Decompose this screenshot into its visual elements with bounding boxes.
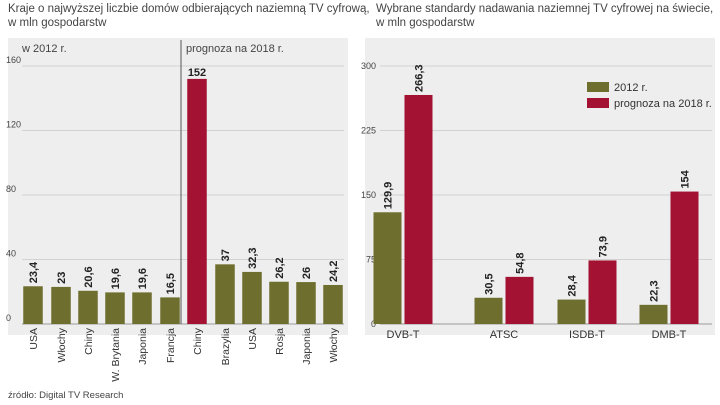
right-bar-value-label: 266,3 <box>414 64 426 92</box>
legend-label-2012: 2012 r. <box>614 82 648 94</box>
right-y-tick-label: 150 <box>361 190 376 200</box>
right-bar-value-label: 73,9 <box>598 236 610 257</box>
left-category-label: Rosja <box>274 328 286 355</box>
right-bar <box>588 260 617 324</box>
right-bar <box>373 212 402 324</box>
legend-swatch-2018 <box>587 98 609 108</box>
left-bar <box>132 292 152 324</box>
left-category-label: Włochy <box>56 327 68 362</box>
left-bar <box>160 297 180 324</box>
left-bar <box>215 264 235 324</box>
right-bar-value-label: 22,3 <box>649 280 661 301</box>
right-category-label: DMB-T <box>652 329 687 341</box>
left-chart-title-line-2: w mln gospodarstw <box>8 17 107 29</box>
left-category-label: Japonia <box>137 328 149 365</box>
legend-label-2018: prognoza na 2018 r. <box>614 98 712 110</box>
left-category-label: Włochy <box>328 327 340 362</box>
left-chart-title-line-1: Kraje o najwyższej liczbie domów odbiera… <box>8 3 370 15</box>
left-bar-value-label: 19,6 <box>110 268 122 289</box>
left-bar-value-label: 26,2 <box>274 257 286 278</box>
left-bar-value-label: 152 <box>188 67 206 79</box>
right-bar <box>505 276 534 324</box>
left-bar <box>187 78 207 325</box>
right-chart-title-line-1: Wybrane standardy nadawania naziemnej TV… <box>376 3 714 15</box>
left-y-tick-label: 0 <box>6 313 11 323</box>
left-bar-value-label: 32,3 <box>247 247 259 268</box>
right-y-tick-label: 0 <box>371 319 376 329</box>
left-bar-value-label: 16,5 <box>165 273 177 294</box>
source-note: źródło: Digital TV Research <box>8 390 124 401</box>
right-bar-value-label: 28,4 <box>567 274 579 296</box>
left-bar-value-label: 23 <box>56 272 68 284</box>
left-category-label: Chiny <box>192 327 204 355</box>
left-category-label: Japonia <box>301 328 313 365</box>
left-y-tick-label: 80 <box>6 184 16 194</box>
left-bar-value-label: 26 <box>301 267 313 279</box>
left-bar <box>296 282 316 324</box>
left-category-label: USA <box>247 328 259 350</box>
left-bar-value-label: 23,4 <box>28 261 40 283</box>
right-bar <box>404 94 433 325</box>
right-bar <box>474 297 503 324</box>
left-category-label: W. Brytania <box>110 328 122 382</box>
right-chart-title-line-2: w mln gospodarstw <box>376 17 475 29</box>
section-label-2018: prognoza na 2018 r. <box>186 43 284 55</box>
right-bar-value-label: 30,5 <box>484 273 496 294</box>
left-bar-value-label: 37 <box>220 249 232 261</box>
right-chart-title: Wybrane standardy nadawania naziemnej TV… <box>376 2 713 30</box>
right-category-label: DVB-T <box>387 329 420 341</box>
left-bar <box>242 271 262 324</box>
left-chart-background <box>8 38 348 335</box>
left-bar-value-label: 19,6 <box>137 268 149 289</box>
left-bar <box>78 290 98 324</box>
legend-item-2012: 2012 r. <box>587 82 648 94</box>
right-category-label: ISDB-T <box>569 329 605 341</box>
right-y-tick-label: 225 <box>361 126 376 136</box>
right-category-label: ATSC <box>490 329 519 341</box>
right-bar <box>670 191 699 324</box>
left-bar-value-label: 20,6 <box>83 266 95 287</box>
left-category-label: Francja <box>165 328 177 363</box>
left-bar <box>23 286 43 324</box>
left-bar <box>51 286 71 324</box>
left-category-label: USA <box>28 328 40 350</box>
right-bar-value-label: 129,9 <box>383 182 395 210</box>
left-y-tick-label: 160 <box>6 55 21 65</box>
right-bar-value-label: 154 <box>680 169 692 188</box>
left-bar-value-label: 24,2 <box>328 261 340 282</box>
left-chart-title: Kraje o najwyższej liczbie domów odbiera… <box>8 2 370 30</box>
left-bar <box>323 284 343 324</box>
right-y-tick-label: 75 <box>366 255 376 265</box>
right-bar-value-label: 54,8 <box>515 252 527 273</box>
left-category-label: Brazylia <box>220 328 232 366</box>
left-bar <box>105 292 125 324</box>
left-y-tick-label: 40 <box>6 249 16 259</box>
section-label-2012: w 2012 r. <box>22 43 67 55</box>
right-bar <box>639 304 668 324</box>
legend-item-2018: prognoza na 2018 r. <box>587 98 712 110</box>
left-y-tick-label: 120 <box>6 120 21 130</box>
right-bar <box>557 299 586 324</box>
legend-swatch-2012 <box>587 82 609 92</box>
left-bar <box>269 281 289 324</box>
right-y-tick-label: 300 <box>361 61 376 71</box>
left-category-label: Chiny <box>83 327 95 355</box>
